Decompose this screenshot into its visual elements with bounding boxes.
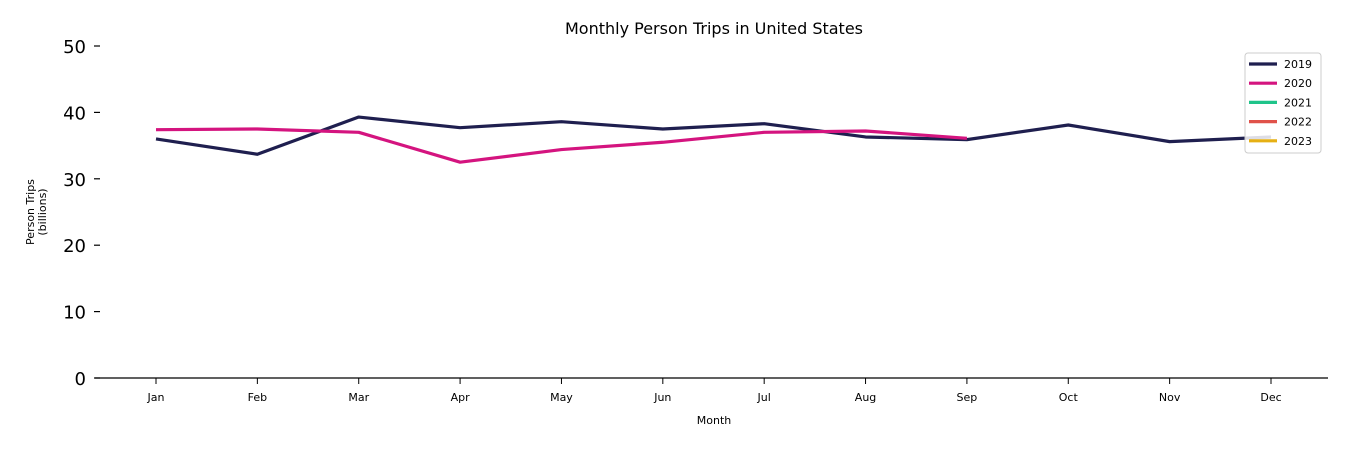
chart-title: Monthly Person Trips in United States bbox=[565, 19, 863, 38]
x-tick-label: Nov bbox=[1159, 391, 1181, 404]
x-tick-label: Jan bbox=[147, 391, 165, 404]
y-tick-label: 10 bbox=[63, 303, 86, 324]
y-axis-label-line: (billions) bbox=[36, 188, 49, 235]
legend: 2019 2020 2021 2022 2023 bbox=[1244, 52, 1322, 154]
y-tick-label: 50 bbox=[63, 37, 86, 58]
y-axis-label: Person Trips (billions) bbox=[24, 179, 49, 245]
y-tick-label: 0 bbox=[75, 369, 86, 390]
x-tick-label: May bbox=[550, 391, 573, 404]
x-tick-label: Feb bbox=[248, 391, 267, 404]
y-axis-label-line: Person Trips bbox=[24, 179, 37, 245]
series-lines bbox=[155, 115, 1272, 164]
x-tick-label: Jun bbox=[653, 391, 671, 404]
y-tick-label: 20 bbox=[63, 236, 86, 257]
y-tick-label: 30 bbox=[63, 170, 86, 191]
x-tick-label: Mar bbox=[348, 391, 369, 404]
legend-label: 2021 bbox=[1284, 96, 1312, 109]
x-tick-label: Oct bbox=[1059, 391, 1079, 404]
legend-label: 2019 bbox=[1284, 58, 1312, 71]
legend-box bbox=[1244, 52, 1322, 154]
x-tick-label: Sep bbox=[957, 391, 978, 404]
legend-label: 2023 bbox=[1284, 135, 1312, 148]
series-line-2020 bbox=[155, 127, 968, 164]
y-axis: 0 10 20 30 40 50 bbox=[63, 37, 100, 390]
x-tick-label: Aug bbox=[855, 391, 876, 404]
x-tick-label: Dec bbox=[1260, 391, 1281, 404]
legend-label: 2020 bbox=[1284, 77, 1312, 90]
x-axis-label: Month bbox=[697, 414, 732, 427]
series-line-2019 bbox=[155, 115, 1272, 156]
y-tick-label: 40 bbox=[63, 103, 86, 124]
x-tick-label: Jul bbox=[757, 391, 771, 404]
legend-label: 2022 bbox=[1284, 116, 1312, 129]
x-tick-label: Apr bbox=[451, 391, 471, 404]
x-axis: Jan Feb Mar Apr May Jun Jul Aug Sep Oct Nov Dec bbox=[95, 377, 1328, 404]
